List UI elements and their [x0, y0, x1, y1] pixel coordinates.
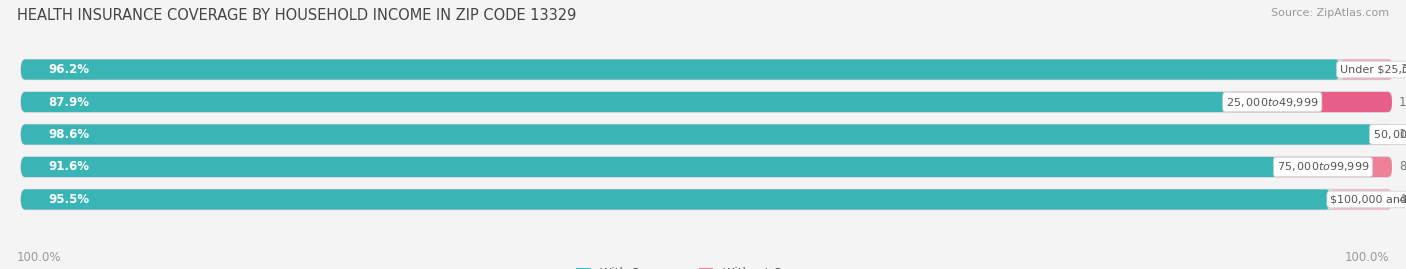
Text: $50,000 to $74,999: $50,000 to $74,999: [1372, 128, 1406, 141]
FancyBboxPatch shape: [1330, 189, 1392, 210]
FancyBboxPatch shape: [21, 59, 1340, 80]
Text: 100.0%: 100.0%: [17, 251, 62, 264]
Text: 98.6%: 98.6%: [48, 128, 90, 141]
Text: 96.2%: 96.2%: [48, 63, 90, 76]
FancyBboxPatch shape: [21, 189, 1392, 210]
Text: HEALTH INSURANCE COVERAGE BY HOUSEHOLD INCOME IN ZIP CODE 13329: HEALTH INSURANCE COVERAGE BY HOUSEHOLD I…: [17, 8, 576, 23]
FancyBboxPatch shape: [21, 125, 1392, 144]
FancyBboxPatch shape: [21, 157, 1392, 177]
Text: $100,000 and over: $100,000 and over: [1330, 194, 1406, 204]
FancyBboxPatch shape: [1340, 59, 1393, 80]
Text: 87.9%: 87.9%: [48, 95, 90, 108]
FancyBboxPatch shape: [1277, 157, 1392, 177]
Text: 100.0%: 100.0%: [1344, 251, 1389, 264]
FancyBboxPatch shape: [21, 125, 1372, 144]
Text: Under $25,000: Under $25,000: [1340, 65, 1406, 75]
Text: 91.6%: 91.6%: [48, 161, 90, 174]
FancyBboxPatch shape: [21, 157, 1277, 177]
Text: 8.4%: 8.4%: [1399, 161, 1406, 174]
Text: 95.5%: 95.5%: [48, 193, 90, 206]
FancyBboxPatch shape: [1226, 92, 1392, 112]
FancyBboxPatch shape: [21, 92, 1226, 112]
FancyBboxPatch shape: [1372, 125, 1392, 144]
Text: Source: ZipAtlas.com: Source: ZipAtlas.com: [1271, 8, 1389, 18]
FancyBboxPatch shape: [21, 92, 1392, 112]
FancyBboxPatch shape: [21, 189, 1330, 210]
Legend: With Coverage, Without Coverage: With Coverage, Without Coverage: [576, 267, 830, 269]
Text: 3.9%: 3.9%: [1400, 63, 1406, 76]
Text: 4.5%: 4.5%: [1399, 193, 1406, 206]
Text: 12.1%: 12.1%: [1399, 95, 1406, 108]
FancyBboxPatch shape: [21, 59, 1392, 80]
Text: 1.4%: 1.4%: [1399, 128, 1406, 141]
Text: $75,000 to $99,999: $75,000 to $99,999: [1277, 161, 1369, 174]
Text: $25,000 to $49,999: $25,000 to $49,999: [1226, 95, 1319, 108]
